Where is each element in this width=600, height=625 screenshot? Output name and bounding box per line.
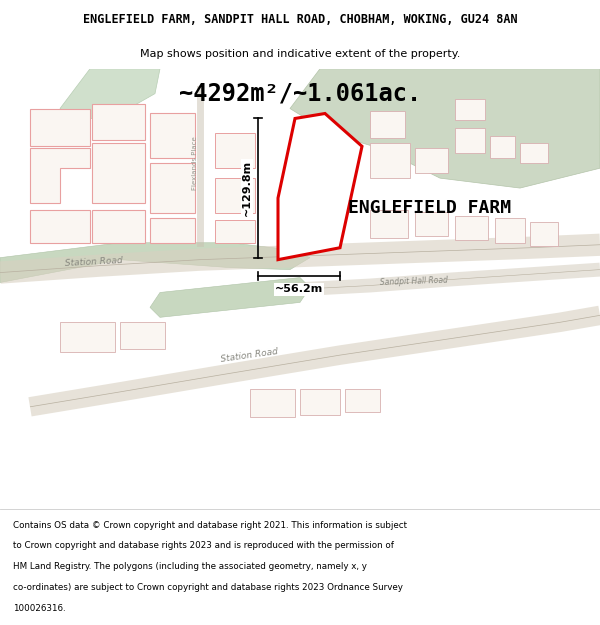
Text: Station Road: Station Road xyxy=(65,256,123,268)
Polygon shape xyxy=(30,210,90,242)
Polygon shape xyxy=(0,242,310,282)
Polygon shape xyxy=(215,220,255,243)
Polygon shape xyxy=(490,136,515,158)
Text: ~129.8m: ~129.8m xyxy=(242,160,252,216)
Polygon shape xyxy=(495,218,525,242)
Text: Sandpit Hall Road: Sandpit Hall Road xyxy=(380,276,448,288)
Polygon shape xyxy=(290,69,600,188)
Polygon shape xyxy=(520,143,548,163)
Polygon shape xyxy=(150,163,195,213)
Polygon shape xyxy=(455,128,485,153)
Polygon shape xyxy=(415,148,448,173)
Polygon shape xyxy=(92,104,145,141)
Text: 100026316.: 100026316. xyxy=(13,604,66,612)
Polygon shape xyxy=(530,222,558,246)
Polygon shape xyxy=(150,218,195,242)
Polygon shape xyxy=(60,69,160,121)
Text: ENGLEFIELD FARM: ENGLEFIELD FARM xyxy=(349,199,512,217)
Text: co-ordinates) are subject to Crown copyright and database rights 2023 Ordnance S: co-ordinates) are subject to Crown copyr… xyxy=(13,583,403,592)
Text: to Crown copyright and database rights 2023 and is reproduced with the permissio: to Crown copyright and database rights 2… xyxy=(13,541,394,550)
Polygon shape xyxy=(370,111,405,138)
Text: Contains OS data © Crown copyright and database right 2021. This information is : Contains OS data © Crown copyright and d… xyxy=(13,521,407,529)
Polygon shape xyxy=(278,114,362,259)
Polygon shape xyxy=(60,322,115,352)
Text: Station Road: Station Road xyxy=(220,347,278,364)
Polygon shape xyxy=(92,143,145,203)
Polygon shape xyxy=(455,99,485,121)
Text: ~56.2m: ~56.2m xyxy=(275,284,323,294)
Text: HM Land Registry. The polygons (including the associated geometry, namely x, y: HM Land Registry. The polygons (includin… xyxy=(13,562,367,571)
Polygon shape xyxy=(30,109,90,146)
Polygon shape xyxy=(250,389,295,417)
Polygon shape xyxy=(455,216,488,240)
Polygon shape xyxy=(92,210,145,242)
Polygon shape xyxy=(150,278,310,318)
Polygon shape xyxy=(415,212,448,236)
Text: Map shows position and indicative extent of the property.: Map shows position and indicative extent… xyxy=(140,49,460,59)
Polygon shape xyxy=(370,210,408,238)
Text: ENGLEFIELD FARM, SANDPIT HALL ROAD, CHOBHAM, WOKING, GU24 8AN: ENGLEFIELD FARM, SANDPIT HALL ROAD, CHOB… xyxy=(83,12,517,26)
Polygon shape xyxy=(300,389,340,415)
Text: Flexlands Place: Flexlands Place xyxy=(192,136,198,190)
Polygon shape xyxy=(150,114,195,158)
Polygon shape xyxy=(370,143,410,178)
Text: ~4292m²/~1.061ac.: ~4292m²/~1.061ac. xyxy=(179,82,421,106)
Polygon shape xyxy=(345,389,380,412)
Polygon shape xyxy=(30,148,90,203)
Polygon shape xyxy=(215,178,255,213)
Polygon shape xyxy=(215,133,255,168)
Polygon shape xyxy=(120,322,165,349)
